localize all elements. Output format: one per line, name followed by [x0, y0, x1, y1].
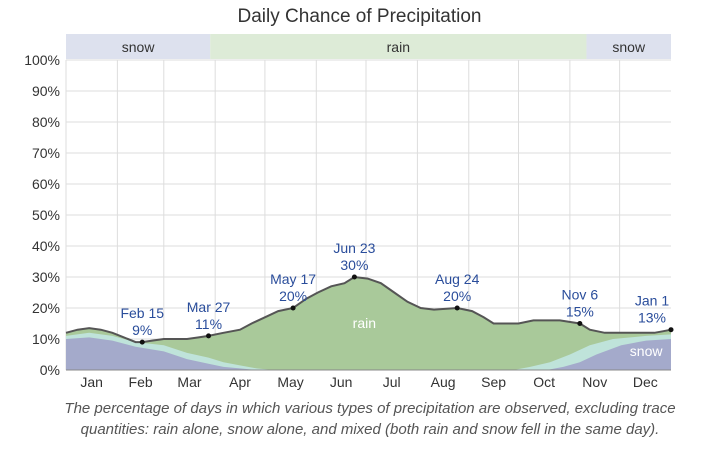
- annotation-date: Jun 23: [333, 240, 375, 256]
- y-tick-label: 40%: [32, 238, 60, 254]
- precipitation-chart: snow rain snow 0% 10% 20% 30% 40% 50% 60% 70% 80% 90…: [24, 34, 674, 390]
- annotation-date: Aug 24: [435, 271, 480, 287]
- annotation-value: 20%: [279, 288, 307, 304]
- annotation-date: Feb 15: [120, 305, 164, 321]
- rain-area: [66, 277, 671, 370]
- y-tick-label: 10%: [32, 331, 60, 347]
- season-band: [66, 34, 211, 59]
- x-tick-label: Apr: [229, 374, 251, 390]
- annotation-point: [668, 327, 674, 333]
- x-tick-label: Oct: [533, 374, 555, 390]
- season-band-label: snow: [612, 39, 646, 55]
- snow-area: [66, 337, 671, 370]
- y-tick-label: 60%: [32, 176, 60, 192]
- x-tick-label: Jul: [383, 374, 401, 390]
- annotation-date: Jan 1: [635, 293, 669, 309]
- mixed-area: [66, 332, 671, 370]
- annotation-point: [290, 305, 296, 311]
- annotation-point: [351, 274, 357, 280]
- y-tick-label: 90%: [32, 83, 60, 99]
- chart-title: Daily Chance of Precipitation: [237, 6, 482, 27]
- x-tick-label: Sep: [481, 374, 506, 390]
- annotation-point: [139, 339, 145, 345]
- total-precipitation-line: [65, 275, 672, 344]
- y-tick-label: 70%: [32, 145, 60, 161]
- annotation-value: 11%: [195, 316, 222, 332]
- annotation-point: [454, 305, 460, 311]
- x-tick-label: Aug: [431, 374, 456, 390]
- y-tick-label: 0%: [40, 362, 60, 378]
- annotation-date: May 17: [270, 271, 316, 287]
- x-tick-label: Nov: [582, 374, 607, 390]
- annotation-date: Nov 6: [562, 287, 599, 303]
- y-tick-label: 30%: [32, 269, 60, 285]
- annotation-value: 15%: [566, 304, 594, 320]
- annotation-value: 20%: [443, 288, 471, 304]
- season-band: [586, 34, 671, 59]
- y-tick-label: 50%: [32, 207, 60, 223]
- annotation-date: Mar 27: [187, 299, 231, 315]
- annotation-value: 30%: [340, 257, 368, 273]
- area-label-snow: snow: [630, 343, 664, 359]
- x-tick-label: Jun: [330, 374, 353, 390]
- annotation-value: 13%: [638, 310, 666, 326]
- annotation-value: 9%: [132, 322, 152, 338]
- annotation-point: [577, 321, 583, 326]
- x-tick-label: Feb: [129, 374, 153, 390]
- y-tick-label: 80%: [32, 114, 60, 130]
- x-tick-label: Mar: [177, 374, 201, 390]
- y-tick-label: 20%: [32, 300, 60, 316]
- annotation-point: [206, 333, 212, 339]
- area-label-rain: rain: [353, 315, 376, 331]
- x-tick-label: Dec: [633, 374, 658, 390]
- y-tick-label: 100%: [24, 52, 60, 68]
- season-band: [210, 34, 587, 59]
- season-band-label: rain: [387, 39, 410, 55]
- chart-caption: The percentage of days in which various …: [64, 400, 676, 438]
- x-tick-label: Jan: [80, 374, 103, 390]
- season-band-label: snow: [122, 39, 156, 55]
- x-tick-label: May: [277, 374, 303, 390]
